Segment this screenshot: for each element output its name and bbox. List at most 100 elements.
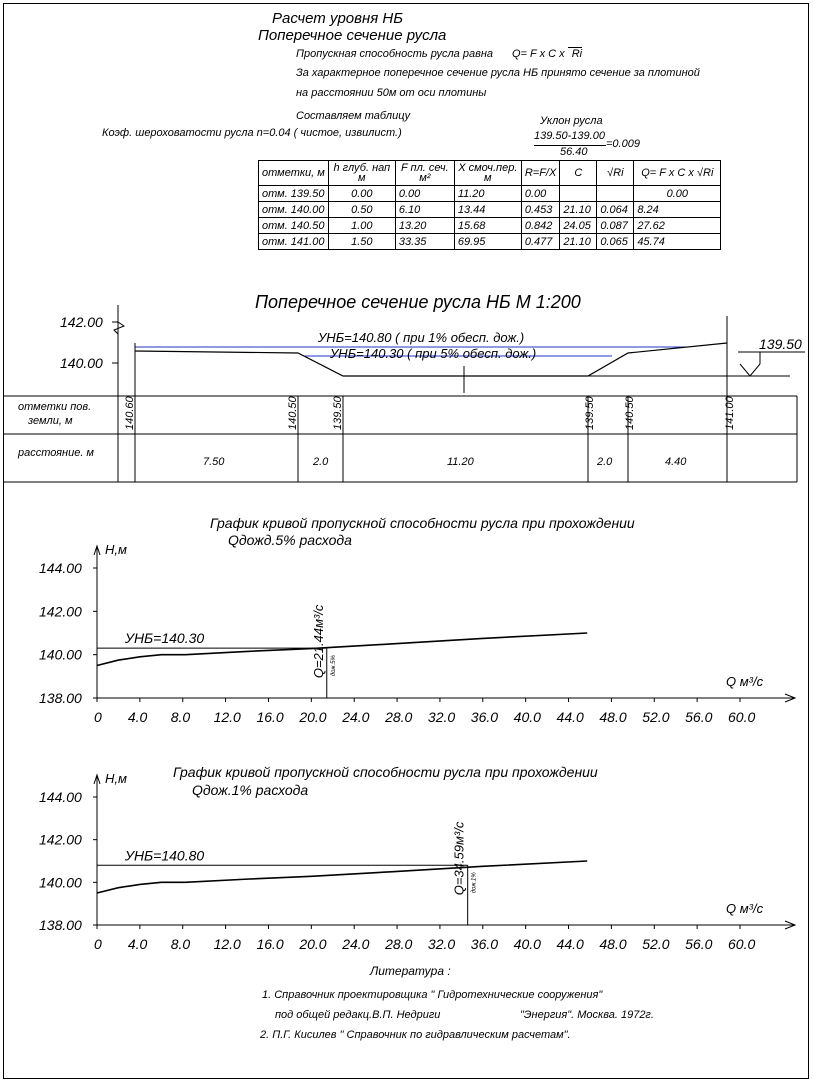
table-cell: 0.087 (596, 217, 635, 234)
x-tick-label: 40.0 (514, 709, 541, 725)
distance-label: 2.0 (312, 456, 329, 468)
x-tick-label: 8.0 (171, 709, 191, 725)
graph1-subtitle: Qдожд.5% расхода (228, 532, 352, 548)
capacity-formula: Q= F x C x Ri (512, 47, 583, 60)
x-tick-label: 16.0 (256, 936, 283, 952)
y-tick-label: 140.00 (39, 874, 82, 890)
literature-item: 1. Справочник проектировщика " Гидротехн… (262, 989, 603, 1001)
x-tick-label: 16.0 (256, 709, 283, 725)
table-row: отм. 139.50 0.00 0.00 11.20 0.00 0.00 (258, 185, 722, 202)
slope-fraction-line (534, 145, 606, 146)
graph1-plot: 144.00 142.00 140.00 138.00 0 4.0 8.0 12.0 16.0 2… (39, 542, 797, 725)
x-tick-label: 52.0 (642, 936, 669, 952)
x-tick-label: 36.0 (471, 936, 498, 952)
literature-item: 2. П.Г. Кисилев " Справочник по гидравли… (259, 1029, 571, 1041)
y-axis-arrow-icon (93, 773, 101, 785)
distance-label: 4.40 (665, 456, 687, 468)
mark-arrow-icon (739, 363, 761, 377)
elevation-label: 139.50 (584, 395, 596, 430)
col-header: √Ri (596, 160, 635, 186)
x-tick-label: 48.0 (599, 936, 626, 952)
distance-label: 7.50 (203, 456, 225, 468)
x-axis-arrow-icon (784, 693, 797, 703)
y-tick-label: 138.00 (39, 690, 82, 706)
capacity-curve (96, 632, 588, 667)
elevation-label: 139.50 (332, 395, 344, 430)
table-text: Составляем таблицу (296, 110, 411, 122)
graph2-plot: 144.00 142.00 140.00 138.00 0 4.0 8.0 12.0 16.0 2… (39, 771, 797, 952)
table-cell: 33.35 (394, 233, 455, 250)
row-label-distance: расстояние. м (17, 447, 94, 459)
table-cell: 0.50 (327, 201, 396, 218)
y-tick-label: 144.00 (39, 789, 82, 805)
x-tick-label: 12.0 (214, 936, 241, 952)
slope-value: =0.009 (606, 138, 640, 150)
formula-text: Q= F x C x (512, 48, 565, 60)
level-1pct-label: УНБ=140.80 ( при 1% обесп. дож.) (317, 330, 524, 345)
ground-profile (134, 342, 728, 377)
table-row: отм. 140.50 1.00 13.20 15.68 0.842 24.05… (258, 217, 722, 234)
graph2-subtitle: Qдож.1% расхода (192, 782, 308, 798)
table-cell: 45.74 (633, 233, 722, 250)
y-tick-label: 138.00 (39, 917, 82, 933)
literature-item: "Энергия". Москва. 1972г. (520, 1009, 654, 1021)
graph1-title: График кривой пропускной способности рус… (210, 515, 635, 531)
x-tick-label: 32.0 (428, 936, 455, 952)
x-tick-label: 52.0 (642, 709, 669, 725)
x-axis-label: Q м³/с (726, 674, 764, 689)
elevation-label: 140.60 (124, 395, 136, 430)
x-tick-label: 0 (94, 709, 102, 725)
slope-label: Уклон русла (540, 115, 603, 127)
y-tick-label: 142.00 (60, 314, 103, 330)
table-cell: отм. 141.00 (258, 233, 329, 250)
graph2-title: График кривой пропускной способности рус… (173, 764, 598, 780)
roughness-text: Коэф. шероховатости русла n=0.04 ( чисто… (102, 127, 402, 139)
x-tick-label: 20.0 (298, 936, 326, 952)
slope-numerator: 139.50-139.00 (534, 130, 605, 142)
distance-label: 2.0 (596, 456, 613, 468)
elevation-label: 141.00 (724, 395, 736, 430)
x-tick-label: 12.0 (214, 709, 241, 725)
x-tick-label: 4.0 (128, 709, 148, 725)
section-title: Поперечное сечение русла НБ М 1:200 (255, 292, 581, 312)
x-tick-label: 4.0 (128, 936, 148, 952)
col-header: h глуб. нап м (327, 160, 396, 186)
table-cell: 0.477 (520, 233, 561, 250)
discharge-sublabel: дож.5% (331, 655, 337, 677)
col-header: X смоч.пер. м (453, 160, 522, 186)
table-cell: 21.10 (559, 233, 598, 250)
axis-break (113, 318, 126, 340)
x-tick-label: 0 (94, 936, 102, 952)
distance-label: 11.20 (447, 456, 475, 468)
sheet-frame (3, 3, 809, 1079)
x-tick-label: 24.0 (341, 709, 369, 725)
section-text: За характерное поперечное сечение русла … (296, 67, 700, 79)
table-cell: 0.00 (520, 185, 561, 202)
y-axis-label: Н,м (105, 771, 127, 786)
level-5pct-label: УНБ=140.30 ( при 5% обесп. дож.) (329, 346, 536, 361)
x-tick-label: 56.0 (685, 936, 712, 952)
x-tick-label: 28.0 (384, 936, 412, 952)
discharge-sublabel: дож.1% (472, 872, 478, 894)
table-row: отм. 141.00 1.50 33.35 69.95 0.477 21.10… (258, 233, 722, 250)
x-tick-label: 56.0 (685, 709, 712, 725)
water-level-label: УНБ=140.80 (124, 847, 204, 863)
x-tick-label: 24.0 (341, 936, 369, 952)
table-cell: 0.842 (520, 217, 561, 234)
col-header: R=F/X (520, 160, 561, 186)
table-cell: 0.453 (520, 201, 561, 218)
discharge-label: Q=34.59м³/с (452, 821, 467, 895)
literature-title: Литература : (369, 964, 451, 978)
title-section: Поперечное сечение русла (258, 27, 447, 44)
elevation-label: 140.50 (624, 395, 636, 430)
formula-root: Ri (567, 47, 583, 60)
distance-text: на расстоянии 50м от оси плотины (296, 87, 487, 99)
x-tick-label: 28.0 (384, 709, 412, 725)
x-axis-arrow-icon (784, 920, 797, 930)
title-level: Расчет уровня НБ (272, 10, 403, 27)
discharge-label: Q=21.44м³/с (311, 604, 326, 678)
y-tick-label: 140.00 (60, 355, 103, 371)
x-tick-label: 44.0 (557, 709, 584, 725)
